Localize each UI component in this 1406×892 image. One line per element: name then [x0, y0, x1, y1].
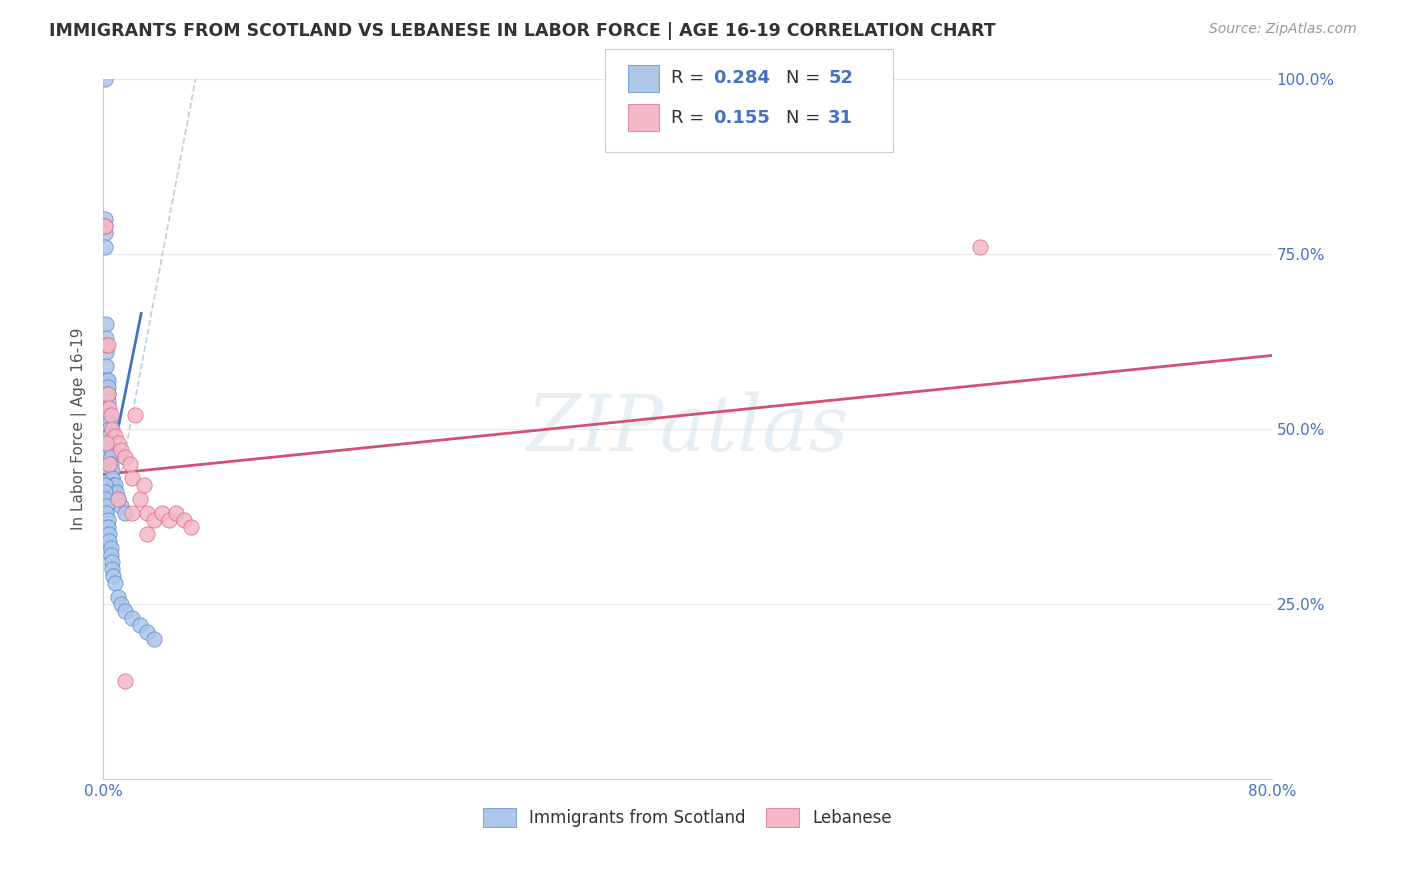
Point — [110, 499, 132, 513]
Point — [100, 457, 122, 471]
Point — [97, 393, 120, 408]
Point — [94, 436, 117, 450]
Point — [97, 373, 120, 387]
Point — [97, 401, 120, 415]
Point — [94, 345, 117, 359]
Point — [173, 513, 195, 527]
Point — [94, 359, 117, 373]
Point — [165, 506, 187, 520]
Point — [94, 373, 117, 387]
Point — [97, 380, 120, 394]
Point — [110, 442, 132, 457]
Point — [93, 240, 115, 254]
Point — [107, 491, 129, 506]
Point — [107, 590, 129, 604]
Point — [93, 211, 115, 226]
Point — [93, 226, 115, 240]
Point — [114, 506, 136, 520]
Point — [150, 506, 173, 520]
Point — [100, 541, 122, 555]
Point — [110, 597, 132, 611]
Text: Source: ZipAtlas.com: Source: ZipAtlas.com — [1209, 22, 1357, 37]
Point — [93, 72, 115, 87]
Point — [98, 457, 121, 471]
Point — [105, 485, 128, 500]
Point — [100, 408, 122, 422]
Point — [128, 491, 150, 506]
Text: ZIPatlas: ZIPatlas — [526, 391, 849, 467]
Point — [104, 478, 127, 492]
Point — [118, 457, 141, 471]
Point — [94, 317, 117, 331]
Point — [94, 499, 117, 513]
Point — [93, 219, 115, 233]
Point — [121, 471, 143, 485]
Y-axis label: In Labor Force | Age 16-19: In Labor Force | Age 16-19 — [72, 327, 87, 530]
Text: 0.155: 0.155 — [713, 109, 769, 127]
Point — [103, 478, 125, 492]
Point — [103, 569, 125, 583]
Point — [136, 527, 159, 541]
Point — [114, 604, 136, 618]
Point — [93, 478, 115, 492]
Point — [101, 422, 124, 436]
Point — [100, 442, 122, 457]
Point — [114, 450, 136, 464]
Point — [93, 485, 115, 500]
Point — [101, 562, 124, 576]
Point — [101, 555, 124, 569]
Point — [97, 387, 120, 401]
Text: 52: 52 — [828, 70, 853, 87]
Point — [107, 491, 129, 506]
Point — [104, 576, 127, 591]
Point — [98, 422, 121, 436]
Point — [101, 464, 124, 478]
Point — [94, 331, 117, 345]
Point — [128, 618, 150, 632]
Point — [101, 471, 124, 485]
Point — [143, 513, 166, 527]
Point — [180, 520, 202, 534]
Point — [97, 338, 120, 352]
Text: 0.284: 0.284 — [713, 70, 770, 87]
Point — [97, 387, 120, 401]
Point — [98, 533, 121, 548]
Point — [97, 408, 120, 422]
Point — [104, 429, 127, 443]
Point — [98, 401, 121, 415]
Text: IMMIGRANTS FROM SCOTLAND VS LEBANESE IN LABOR FORCE | AGE 16-19 CORRELATION CHAR: IMMIGRANTS FROM SCOTLAND VS LEBANESE IN … — [49, 22, 995, 40]
Point — [157, 513, 180, 527]
Point — [121, 506, 143, 520]
Text: R =: R = — [671, 109, 710, 127]
Point — [98, 527, 121, 541]
Point — [98, 415, 121, 429]
Point — [114, 673, 136, 688]
Point — [136, 624, 159, 639]
Point — [97, 520, 120, 534]
Point — [98, 429, 121, 443]
Point — [93, 491, 115, 506]
Text: R =: R = — [671, 70, 710, 87]
Point — [94, 338, 117, 352]
Point — [98, 436, 121, 450]
Point — [97, 513, 120, 527]
Point — [124, 408, 146, 422]
Point — [136, 506, 159, 520]
Point — [107, 436, 129, 450]
Point — [100, 450, 122, 464]
Point — [100, 548, 122, 562]
Point — [134, 478, 156, 492]
Point — [93, 219, 115, 233]
Point — [143, 632, 166, 646]
Text: N =: N = — [786, 70, 825, 87]
Point — [969, 240, 991, 254]
Point — [94, 506, 117, 520]
Text: 31: 31 — [828, 109, 853, 127]
Text: N =: N = — [786, 109, 825, 127]
Point — [121, 611, 143, 625]
Legend: Immigrants from Scotland, Lebanese: Immigrants from Scotland, Lebanese — [477, 801, 898, 834]
